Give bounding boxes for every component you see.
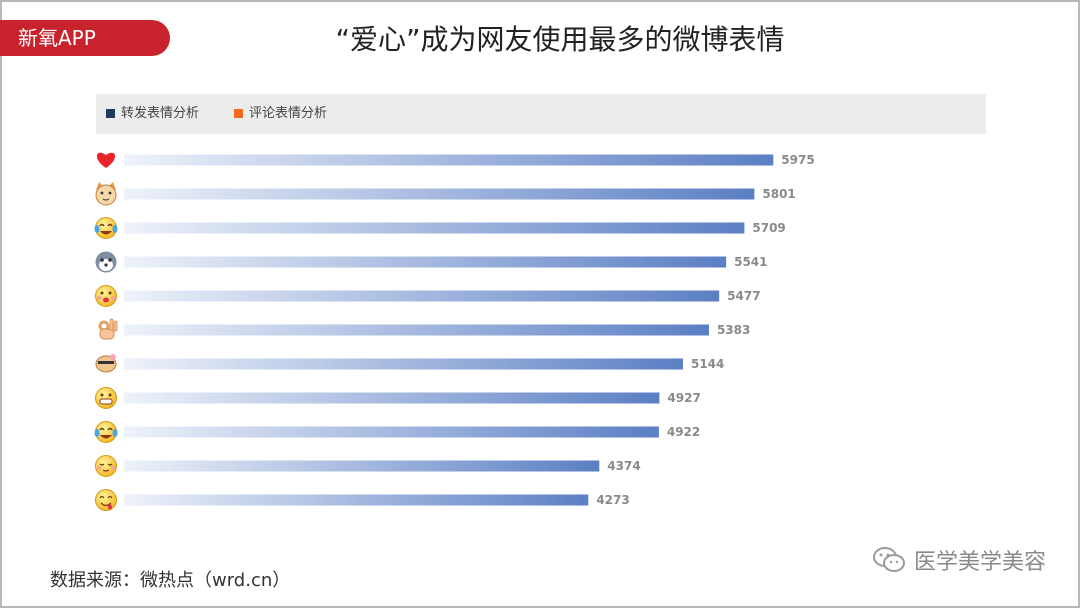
bar: [124, 222, 745, 234]
bar-value-label: 4922: [667, 425, 700, 439]
bar: [124, 460, 600, 472]
bars-svg: 5975 5801 5709 5541 5477 5383 5144 4927 4922 4374…: [94, 152, 815, 511]
legend-item-forward: 转发表情分析: [106, 94, 199, 134]
shy-smile-icon: [95, 455, 117, 477]
data-source: 数据来源：微热点（wrd.cn）: [50, 570, 291, 591]
bar: [124, 358, 683, 370]
bar-value-label: 5801: [762, 187, 795, 201]
bar: [124, 426, 659, 438]
doge-icon: [95, 354, 117, 373]
bar-row: 5541: [95, 251, 768, 273]
bar-row: 4922: [94, 421, 700, 443]
bar-value-label: 4374: [607, 459, 640, 473]
kiss-icon: [95, 285, 117, 307]
bar: [124, 188, 755, 200]
bar-value-label: 5709: [752, 221, 785, 235]
bar-value-label: 5975: [781, 153, 814, 167]
bar: [124, 494, 589, 506]
watermark: 医学美学美容: [872, 544, 1046, 576]
cat-face-icon: [95, 182, 117, 206]
bar-row: 5383: [98, 318, 750, 340]
ok-hand-icon: [98, 318, 118, 340]
bar-value-label: 4927: [667, 391, 700, 405]
legend-label-forward: 转发表情分析: [121, 106, 200, 121]
brand-badge: 新氧APP: [0, 20, 170, 56]
bar-row: 4374: [95, 455, 641, 477]
bar-value-label: 5541: [734, 255, 767, 269]
grin-icon: [95, 387, 117, 409]
legend-item-comment: 评论表情分析: [234, 94, 327, 134]
bar-value-label: 5477: [727, 289, 760, 303]
heart-icon: [96, 152, 116, 168]
bar-value-label: 4273: [596, 493, 629, 507]
tears-of-joy-icon: [94, 421, 118, 443]
bar-chart: 转发表情分析 评论表情分析 5975 5801 5709 5541 5477 5383 51…: [80, 92, 1000, 522]
bar: [124, 154, 774, 166]
bar-row: 5709: [94, 217, 786, 239]
bar: [124, 324, 709, 336]
bar-row: 5975: [96, 152, 815, 168]
bar-row: 5801: [95, 182, 796, 206]
chart-legend: 转发表情分析 评论表情分析: [96, 94, 986, 134]
legend-label-comment: 评论表情分析: [249, 106, 328, 121]
husky-icon: [95, 251, 117, 273]
bar-row: 5144: [95, 354, 724, 373]
watermark-text: 医学美学美容: [913, 550, 1046, 575]
bar: [124, 256, 727, 268]
bar-row: 5477: [95, 285, 761, 307]
legend-swatch-comment: [234, 109, 243, 118]
bar-value-label: 5383: [717, 323, 750, 337]
bar-row: 4273: [95, 489, 630, 511]
bar: [124, 392, 660, 404]
crying-icon: [94, 217, 118, 239]
wechat-icon: [872, 547, 905, 572]
page-title: “爱心”成为网友使用最多的微博表情: [335, 23, 785, 56]
drooling-icon: [95, 489, 117, 511]
legend-swatch-forward: [106, 109, 115, 118]
bar-value-label: 5144: [691, 357, 724, 371]
bar-row: 4927: [95, 387, 701, 409]
bar: [124, 290, 720, 302]
